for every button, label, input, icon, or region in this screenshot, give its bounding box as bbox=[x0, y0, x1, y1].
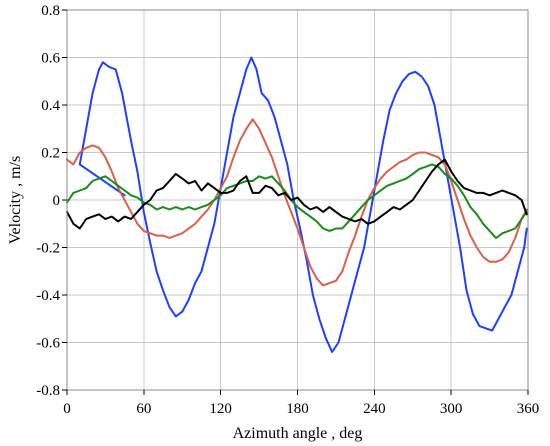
x-axis-title: Azimuth angle , deg bbox=[233, 425, 363, 442]
series-line-3 bbox=[66, 163, 528, 239]
y-tick-label: 0.6 bbox=[41, 51, 60, 67]
x-tick-label: 0 bbox=[63, 401, 71, 417]
y-tick-label: 0.8 bbox=[41, 3, 60, 19]
x-tick-label: 60 bbox=[136, 401, 151, 417]
x-tick-label: 300 bbox=[440, 401, 463, 417]
y-tick-label: 0.2 bbox=[41, 146, 60, 162]
series-line-1 bbox=[78, 56, 528, 353]
grid bbox=[67, 10, 528, 390]
x-tick-label: 240 bbox=[363, 401, 386, 417]
y-tick-label: 0.4 bbox=[41, 98, 60, 114]
y-tick-label: -0.8 bbox=[36, 383, 60, 399]
y-tick-label: 0 bbox=[53, 193, 61, 209]
series-line-2 bbox=[66, 118, 528, 287]
y-tick-label: -0.4 bbox=[36, 288, 60, 304]
series-group bbox=[66, 56, 528, 353]
axes: 0 60 120 180 240 300 360 -0.8 -0.6 -0.4 -0.2 0 0.2 0.… bbox=[36, 3, 539, 417]
y-tick-label: -0.6 bbox=[36, 336, 60, 352]
x-tick-label: 360 bbox=[517, 401, 540, 417]
series-line-4 bbox=[66, 158, 528, 230]
x-tick-label: 120 bbox=[209, 401, 232, 417]
y-tick-label: -0.2 bbox=[36, 241, 60, 257]
y-axis-title: Velocity , m/s bbox=[7, 156, 24, 244]
x-tick-label: 180 bbox=[286, 401, 309, 417]
